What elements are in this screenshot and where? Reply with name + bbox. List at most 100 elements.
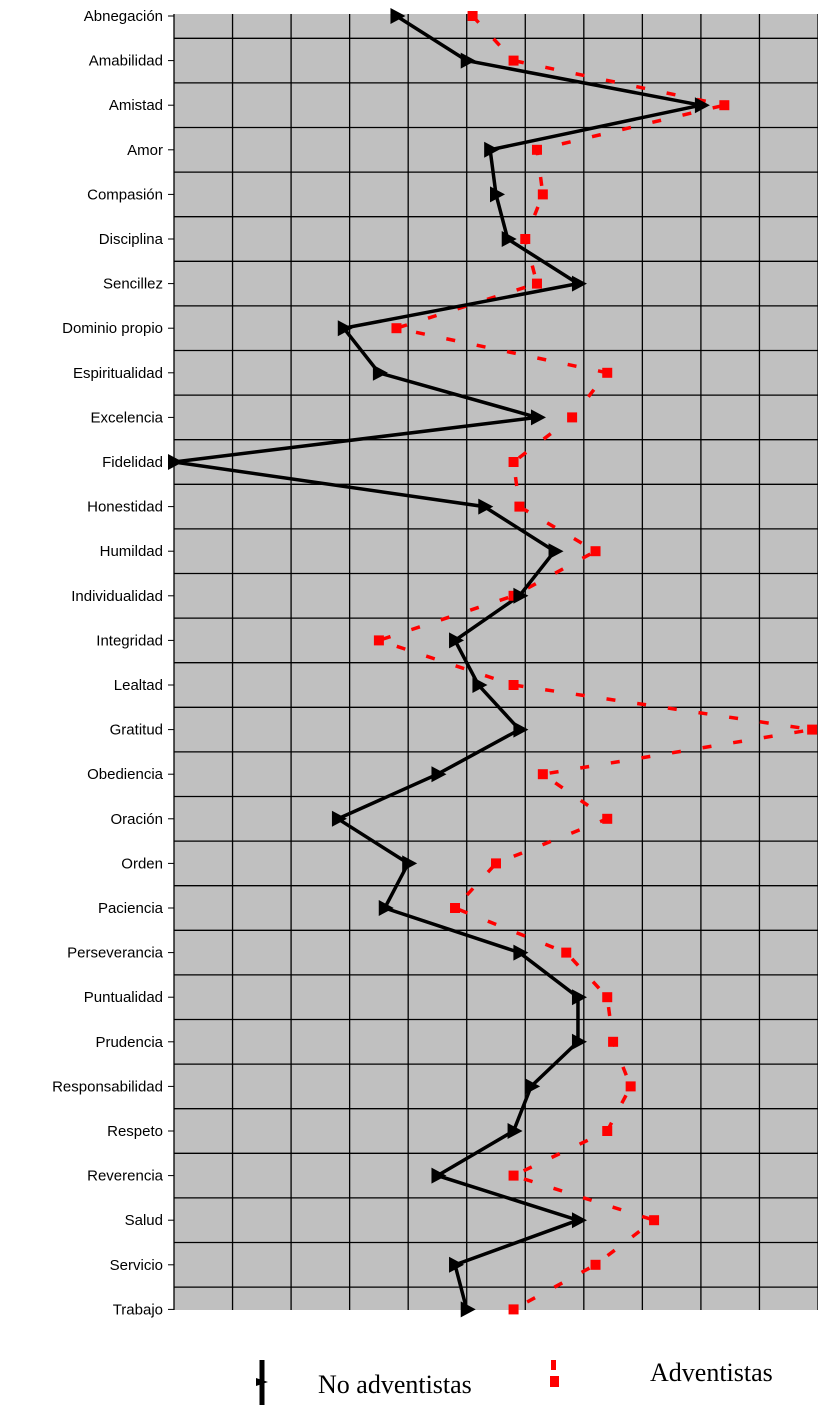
data-point-no-adventistas	[168, 454, 183, 470]
data-point-no-adventistas	[490, 186, 505, 203]
data-point-adventistas	[590, 1259, 601, 1270]
data-point-no-adventistas	[571, 1212, 587, 1229]
data-point-no-adventistas	[571, 1033, 587, 1050]
category-label: Integridad	[96, 632, 163, 649]
data-point-no-adventistas	[484, 141, 500, 158]
data-point-adventistas	[450, 903, 461, 913]
category-label: Salud	[125, 1212, 163, 1229]
data-point-adventistas	[508, 55, 519, 66]
data-point-adventistas	[531, 144, 542, 155]
data-point-no-adventistas	[378, 900, 394, 916]
category-label: Respeto	[107, 1123, 163, 1140]
data-point-no-adventistas	[694, 97, 710, 114]
category-label: Responsabilidad	[52, 1078, 163, 1095]
category-label: Humildad	[100, 543, 163, 560]
data-point-adventistas	[567, 412, 578, 423]
category-label: Espiritualidad	[73, 365, 163, 382]
category-label: Amor	[127, 142, 163, 159]
data-point-adventistas	[590, 546, 601, 557]
line-chart: Abnegación Amabilidad Amistad Amor Compasión…	[52, 8, 818, 1318]
data-point-adventistas	[602, 992, 613, 1003]
data-point-adventistas	[807, 724, 818, 735]
data-point-adventistas	[391, 323, 402, 334]
data-point-adventistas	[514, 501, 525, 512]
data-point-no-adventistas	[337, 320, 353, 337]
data-point-no-adventistas	[460, 1301, 476, 1318]
category-label: Paciencia	[98, 900, 164, 917]
data-point-no-adventistas	[402, 855, 418, 872]
category-label: Excelencia	[90, 409, 163, 426]
category-label: Gratitud	[110, 722, 163, 739]
data-point-adventistas	[602, 367, 613, 378]
red-dash-marker-icon	[550, 1360, 559, 1387]
category-labels: Abnegación Amabilidad Amistad Amor Compasión…	[52, 8, 164, 1318]
data-point-no-adventistas	[513, 944, 529, 961]
series-markers	[168, 8, 818, 1318]
series-line-no-adventistas	[173, 14, 702, 1310]
data-point-adventistas	[508, 457, 519, 467]
category-label: Amistad	[109, 97, 163, 114]
data-point-adventistas	[531, 278, 542, 289]
data-point-no-adventistas	[449, 1256, 465, 1273]
category-label: Compasión	[87, 186, 163, 203]
gridlines	[173, 14, 818, 1310]
category-label: Honestidad	[87, 499, 163, 516]
category-label: Reverencia	[87, 1168, 164, 1185]
data-point-no-adventistas	[449, 632, 465, 649]
category-label: Perseverancia	[67, 945, 164, 962]
category-label: Abnegación	[84, 8, 163, 25]
data-point-adventistas	[537, 189, 548, 200]
data-point-adventistas	[537, 769, 548, 780]
data-point-no-adventistas	[431, 1167, 447, 1184]
plot-area	[174, 14, 818, 1310]
category-label: Puntualidad	[84, 989, 163, 1006]
data-point-adventistas	[719, 100, 730, 111]
category-label: Lealtad	[114, 677, 163, 694]
data-point-no-adventistas	[530, 409, 546, 426]
category-label: Orden	[121, 855, 163, 872]
data-point-adventistas	[508, 1304, 519, 1315]
data-point-adventistas	[508, 1170, 519, 1181]
category-label: Amabilidad	[89, 53, 163, 70]
data-point-adventistas	[649, 1215, 660, 1226]
data-point-adventistas	[602, 1126, 613, 1136]
category-label: Fidelidad	[102, 454, 163, 471]
category-label: Sencillez	[103, 276, 163, 293]
data-point-adventistas	[491, 858, 501, 869]
data-point-adventistas	[467, 11, 478, 21]
data-point-no-adventistas	[525, 1078, 541, 1095]
data-point-adventistas	[561, 947, 572, 958]
category-label: Trabajo	[113, 1301, 163, 1318]
data-point-no-adventistas	[501, 231, 517, 247]
category-ticks	[168, 15, 174, 1310]
series-lines	[173, 14, 813, 1311]
data-point-no-adventistas	[331, 810, 347, 827]
data-point-no-adventistas	[513, 721, 529, 738]
data-point-adventistas	[625, 1081, 636, 1092]
data-point-no-adventistas	[548, 543, 564, 560]
data-point-no-adventistas	[372, 364, 388, 381]
category-label: Oración	[110, 811, 163, 828]
data-point-no-adventistas	[472, 677, 488, 693]
data-point-no-adventistas	[478, 498, 494, 515]
data-point-no-adventistas	[513, 587, 529, 604]
category-label: Dominio propio	[62, 320, 163, 337]
data-point-adventistas	[608, 1036, 619, 1047]
category-label: Disciplina	[99, 231, 164, 248]
data-point-no-adventistas	[571, 275, 587, 292]
data-point-adventistas	[373, 635, 384, 646]
data-point-adventistas	[602, 813, 613, 824]
data-point-adventistas	[520, 234, 531, 244]
legend-label-adventistas: Adventistas	[650, 1358, 773, 1387]
black-arrow-marker-icon	[256, 1360, 268, 1405]
legend: No adventistas Adventistas	[210, 1358, 810, 1405]
data-point-adventistas	[508, 680, 519, 690]
data-point-no-adventistas	[390, 8, 406, 24]
category-label: Prudencia	[95, 1034, 163, 1051]
category-label: Obediencia	[87, 766, 164, 783]
data-point-no-adventistas	[571, 989, 587, 1006]
category-label: Servicio	[110, 1257, 163, 1274]
data-point-no-adventistas	[460, 52, 476, 69]
legend-label-no-adventistas: No adventistas	[318, 1370, 472, 1399]
category-label: Individualidad	[71, 588, 163, 605]
